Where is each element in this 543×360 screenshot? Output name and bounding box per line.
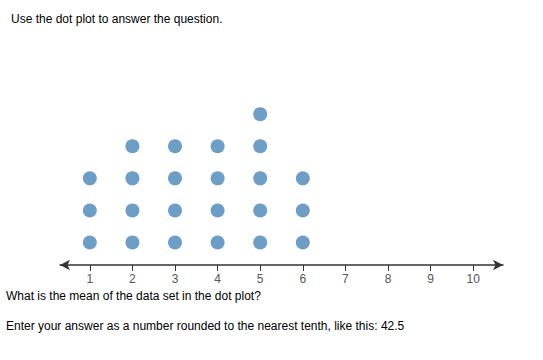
svg-text:1: 1 xyxy=(86,272,93,286)
svg-text:4: 4 xyxy=(214,272,221,286)
svg-text:8: 8 xyxy=(385,272,392,286)
svg-text:3: 3 xyxy=(172,272,179,286)
svg-text:Enter your answer as a number: Enter your answer as a number rounded to… xyxy=(6,319,405,333)
svg-text:7: 7 xyxy=(342,272,349,286)
svg-text:6: 6 xyxy=(299,272,306,286)
svg-text:9: 9 xyxy=(427,272,434,286)
svg-text:2: 2 xyxy=(129,272,136,286)
svg-text:5: 5 xyxy=(257,272,264,286)
svg-text:Use the dot plot to answer the: Use the dot plot to answer the question. xyxy=(11,12,222,26)
svg-text:What is the mean of the data s: What is the mean of the data set in the … xyxy=(6,289,261,303)
svg-text:10: 10 xyxy=(467,272,481,286)
